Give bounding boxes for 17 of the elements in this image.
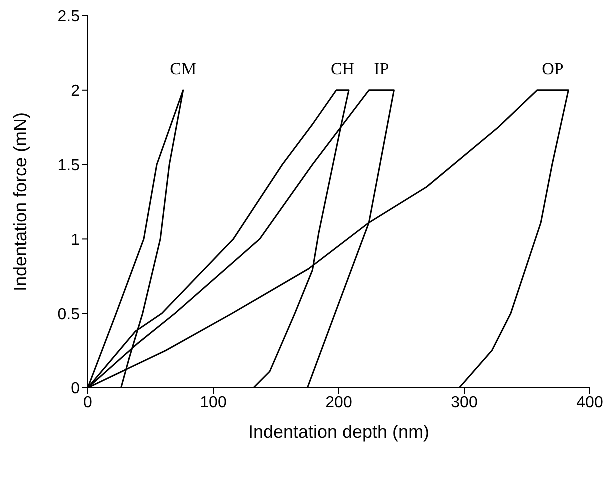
x-axis-title: Indentation depth (nm) xyxy=(248,422,430,442)
x-tick-label: 300 xyxy=(451,394,478,412)
series-label: OP xyxy=(542,59,564,78)
y-tick-label: 1 xyxy=(71,232,80,249)
y-tick-label: 2 xyxy=(71,83,80,100)
y-tick-label: 0 xyxy=(71,380,80,398)
series-label: CH xyxy=(330,59,355,78)
y-tick-label: 0.5 xyxy=(58,306,80,324)
x-tick-label: 0 xyxy=(84,394,93,412)
y-tick-label: 1.5 xyxy=(58,157,80,174)
y-axis-title: Indentation force (mN) xyxy=(10,112,30,292)
series-label: IP xyxy=(374,59,390,78)
x-tick-label: 100 xyxy=(200,394,227,412)
x-tick-label: 200 xyxy=(326,394,352,412)
y-tick-label: 2.5 xyxy=(58,8,80,26)
x-tick-label: 400 xyxy=(576,394,604,412)
series-label: CM xyxy=(170,59,197,78)
